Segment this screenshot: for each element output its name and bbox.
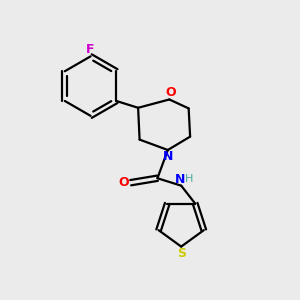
- Text: S: S: [177, 247, 186, 260]
- Text: F: F: [86, 43, 95, 56]
- Text: H: H: [185, 174, 194, 184]
- Text: N: N: [175, 172, 185, 186]
- Text: O: O: [119, 176, 130, 189]
- Text: O: O: [166, 86, 176, 99]
- Text: N: N: [163, 150, 173, 163]
